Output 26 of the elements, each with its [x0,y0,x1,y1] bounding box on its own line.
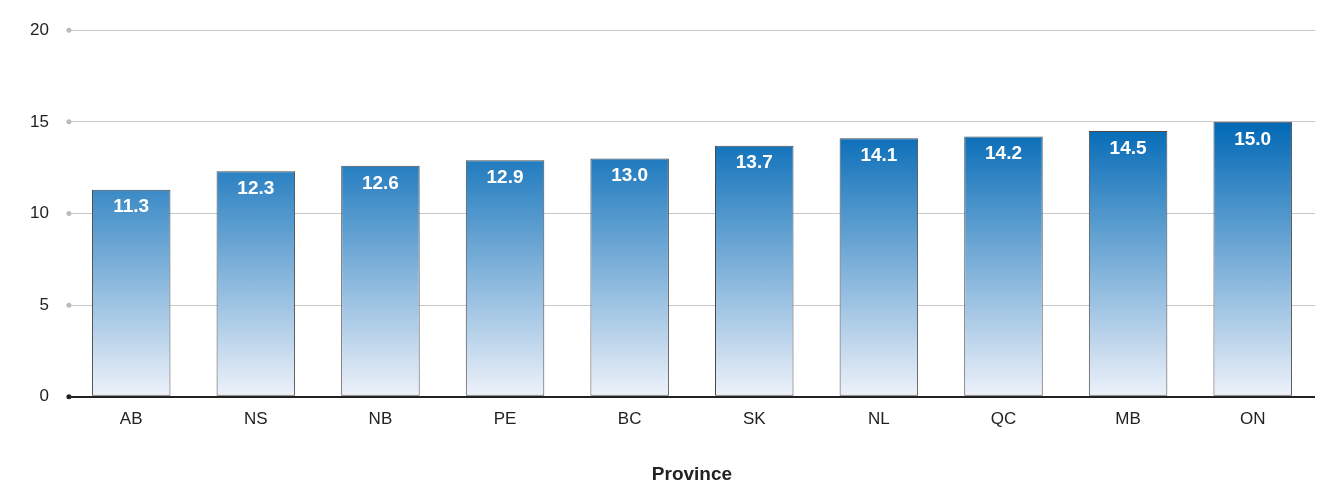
x-tick-label: NL [868,408,890,428]
x-tick-label: MB [1115,408,1141,428]
data-label: 14.1 [860,144,898,166]
x-tick-label: BC [617,408,642,428]
data-label: 13.0 [611,164,649,186]
data-label: 12.9 [486,166,524,188]
x-tick-label: ON [1239,408,1266,428]
data-label: 13.7 [735,151,773,173]
data-label: 15.0 [1234,127,1272,149]
x-tick-label: NB [368,408,393,428]
x-tick-label: NS [244,408,268,428]
data-label: 11.3 [113,195,150,217]
y-tick-label: 5 [39,294,49,314]
data-label: 14.2 [984,142,1022,164]
x-axis-title: Province [651,462,733,484]
data-label: 12.6 [361,171,399,193]
x-tick-label: SK [742,408,767,428]
y-tick-label: 10 [29,203,49,223]
x-tick-label: QC [990,408,1017,428]
x-tick-label: AB [119,408,143,428]
data-label: 12.3 [237,177,275,199]
y-tick-label: 15 [29,111,49,131]
data-label: 14.5 [1109,136,1148,158]
y-tick-label: 20 [29,19,49,39]
y-tick-label: 0 [39,386,49,406]
x-tick-label: PE [493,408,517,428]
